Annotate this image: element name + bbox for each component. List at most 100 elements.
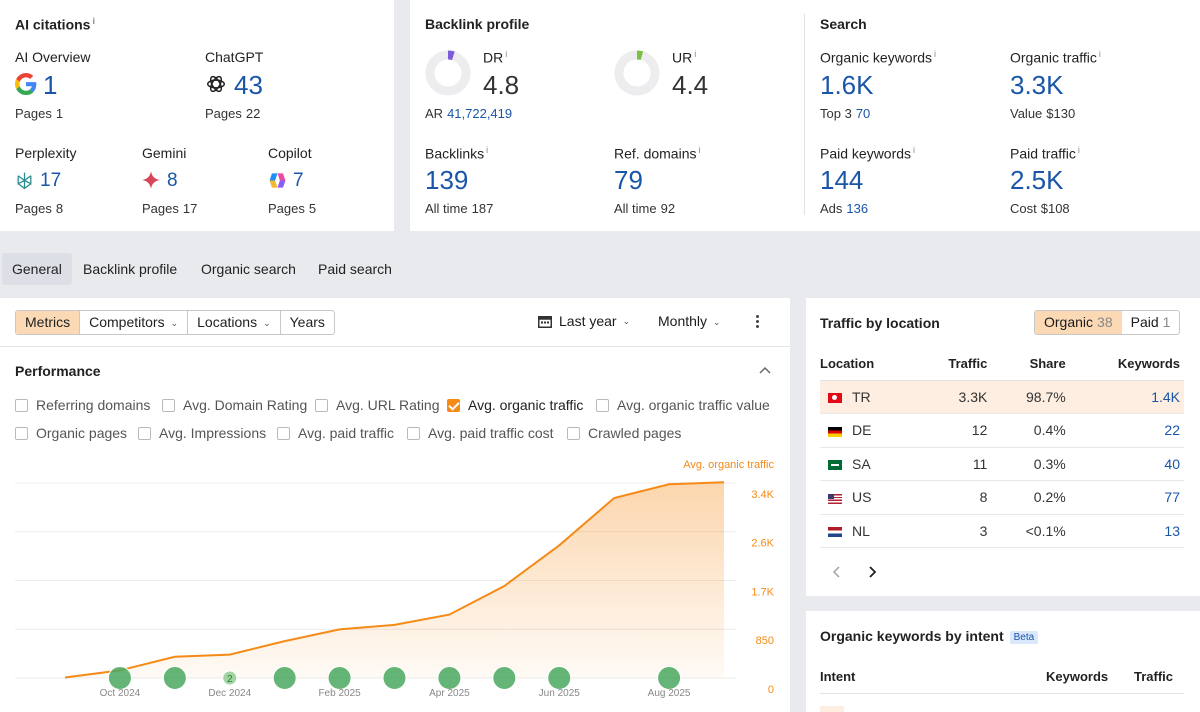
checkbox-avg-paid-traffic-cost[interactable]: Avg. paid traffic cost bbox=[407, 425, 554, 441]
organic-traffic-chart[interactable]: 2 0 850 1.7K 2.6K 3.4K Oct 2024 Dec 2024 Feb 2… bbox=[0, 450, 790, 712]
organic-keywords-value[interactable]: 1.6K bbox=[820, 70, 874, 100]
annotation-marker[interactable] bbox=[382, 666, 407, 690]
organic-traffic-value[interactable]: 3.3K bbox=[1010, 70, 1064, 100]
backlinks-value[interactable]: 139 bbox=[425, 165, 469, 195]
y-tick-label: 1.7K bbox=[751, 586, 774, 598]
metrics-button[interactable]: Metrics bbox=[16, 311, 81, 334]
keywords-cell[interactable]: 40 bbox=[1069, 447, 1184, 481]
dr-value[interactable]: 4.8 bbox=[483, 70, 520, 100]
annotation-marker[interactable] bbox=[437, 666, 462, 690]
paid-traffic-cost: Cost $108 bbox=[1010, 201, 1070, 216]
more-options-icon[interactable] bbox=[754, 314, 760, 330]
checkbox-checked[interactable] bbox=[447, 398, 460, 412]
ar-value[interactable]: 41,722,419 bbox=[447, 106, 513, 121]
table-row[interactable]: NL 3 <0.1% 13 bbox=[820, 514, 1184, 548]
organic-toggle-button[interactable]: Organic 38 bbox=[1035, 311, 1122, 334]
traffic-cell: 3.3K bbox=[914, 380, 992, 414]
checkbox-avg-paid-traffic[interactable]: Avg. paid traffic bbox=[277, 425, 394, 441]
tab-backlink-profile[interactable]: Backlink profile bbox=[83, 261, 178, 277]
checkbox-box[interactable] bbox=[138, 426, 151, 440]
keywords-cell[interactable]: 1.4K bbox=[1069, 380, 1184, 414]
checkbox-box[interactable] bbox=[567, 426, 580, 440]
years-button[interactable]: Years bbox=[289, 314, 325, 330]
prev-page-icon[interactable] bbox=[831, 565, 843, 579]
checkbox-crawled-pages[interactable]: Crawled pages bbox=[567, 425, 681, 441]
dr-donut bbox=[425, 50, 471, 96]
interval-dropdown[interactable]: Monthly ⌄ bbox=[658, 313, 721, 329]
annotation-marker-label: 2 bbox=[227, 674, 233, 685]
tab-organic-search[interactable]: Organic search bbox=[201, 261, 296, 277]
series-legend-label: Avg. organic traffic bbox=[683, 459, 774, 471]
checkbox-box[interactable] bbox=[15, 398, 28, 412]
checkbox-organic-pages[interactable]: Organic pages bbox=[15, 425, 127, 441]
checkbox-avg-domain-rating[interactable]: Avg. Domain Rating bbox=[162, 397, 307, 413]
checkbox-referring-domains[interactable]: Referring domains bbox=[15, 397, 150, 413]
checkbox-box[interactable] bbox=[407, 426, 420, 440]
y-tick-label: 850 bbox=[756, 635, 774, 647]
competitors-dropdown[interactable]: Competitors ⌄ bbox=[80, 311, 189, 334]
table-row[interactable]: TR 3.3K 98.7% 1.4K bbox=[820, 380, 1184, 414]
table-row[interactable]: DE 12 0.4% 22 bbox=[820, 413, 1184, 448]
copilot-icon bbox=[269, 173, 286, 188]
column-intent[interactable]: Intent bbox=[820, 669, 856, 684]
checkbox-box[interactable] bbox=[596, 398, 609, 412]
chatgpt-value[interactable]: 43 bbox=[234, 70, 263, 100]
annotation-marker[interactable] bbox=[272, 666, 297, 690]
section-divider bbox=[804, 14, 805, 215]
annotation-marker[interactable] bbox=[107, 666, 132, 690]
table-row[interactable]: US 8 0.2% 77 bbox=[820, 480, 1184, 515]
tab-general[interactable]: General bbox=[2, 253, 72, 285]
paid-toggle-button[interactable]: Paid 1 bbox=[1130, 314, 1171, 330]
annotation-marker[interactable] bbox=[547, 666, 572, 690]
checkbox-avg-impressions[interactable]: Avg. Impressions bbox=[138, 425, 266, 441]
checkbox-box[interactable] bbox=[162, 398, 175, 412]
keywords-by-intent-panel bbox=[806, 611, 1200, 712]
checkbox-box[interactable] bbox=[277, 426, 290, 440]
column-share[interactable]: Share bbox=[991, 347, 1070, 381]
collapse-chevron-up-icon[interactable] bbox=[759, 366, 771, 374]
checkbox-avg-url-rating[interactable]: Avg. URL Rating bbox=[315, 397, 440, 413]
annotation-marker[interactable] bbox=[492, 666, 517, 690]
checkbox-box[interactable] bbox=[15, 426, 28, 440]
location-cell: TR bbox=[820, 380, 915, 414]
checkbox-box[interactable] bbox=[315, 398, 328, 412]
copilot-label: Copilot bbox=[268, 145, 312, 161]
keywords-cell[interactable]: 77 bbox=[1069, 480, 1184, 515]
keywords-cell[interactable]: 13 bbox=[1069, 514, 1184, 548]
chevron-down-icon: ⌄ bbox=[263, 317, 271, 328]
organic-keywords-label: Organic keywords i bbox=[820, 49, 937, 66]
organic-paid-toggle: Organic 38 Paid 1 bbox=[1034, 310, 1181, 335]
gemini-label: Gemini bbox=[142, 145, 187, 161]
checkbox-avg-organic-traffic[interactable]: Avg. organic traffic bbox=[447, 397, 583, 413]
date-range-dropdown[interactable]: Last year ⌄ bbox=[538, 313, 630, 329]
checkbox-avg-organic-traffic-value[interactable]: Avg. organic traffic value bbox=[596, 397, 770, 413]
locations-dropdown[interactable]: Locations ⌄ bbox=[188, 311, 281, 334]
copilot-value[interactable]: 7 bbox=[293, 170, 304, 191]
annotation-marker[interactable] bbox=[657, 666, 682, 690]
paid-traffic-value[interactable]: 2.5K bbox=[1010, 165, 1064, 195]
table-row[interactable]: SA 11 0.3% 40 bbox=[820, 447, 1184, 481]
tab-paid-search[interactable]: Paid search bbox=[318, 261, 392, 277]
copilot-pages: Pages 5 bbox=[268, 201, 317, 216]
share-cell: 98.7% bbox=[991, 380, 1070, 414]
column-keywords[interactable]: Keywords bbox=[1069, 347, 1184, 381]
chatgpt-label: ChatGPT bbox=[205, 49, 264, 65]
column-keywords[interactable]: Keywords bbox=[1046, 669, 1109, 684]
ref-domains-value[interactable]: 79 bbox=[614, 165, 643, 195]
annotation-marker[interactable] bbox=[327, 666, 352, 690]
ur-value[interactable]: 4.4 bbox=[672, 70, 709, 100]
column-traffic[interactable]: Traffic bbox=[914, 347, 992, 381]
next-page-icon[interactable] bbox=[866, 565, 878, 579]
annotation-marker[interactable] bbox=[162, 666, 187, 690]
keywords-cell[interactable]: 22 bbox=[1069, 413, 1184, 448]
column-traffic[interactable]: Traffic bbox=[1134, 669, 1174, 684]
ai-overview-value[interactable]: 1 bbox=[43, 70, 58, 100]
perplexity-value[interactable]: 17 bbox=[40, 170, 62, 191]
netherlands-flag-icon bbox=[828, 527, 842, 538]
column-location[interactable]: Location bbox=[820, 347, 915, 381]
chevron-down-icon: ⌄ bbox=[713, 316, 721, 327]
dr-label: DR i bbox=[483, 49, 508, 66]
gemini-value[interactable]: 8 bbox=[167, 170, 178, 191]
annotation-marker[interactable] bbox=[222, 670, 238, 686]
paid-keywords-value[interactable]: 144 bbox=[820, 165, 864, 195]
